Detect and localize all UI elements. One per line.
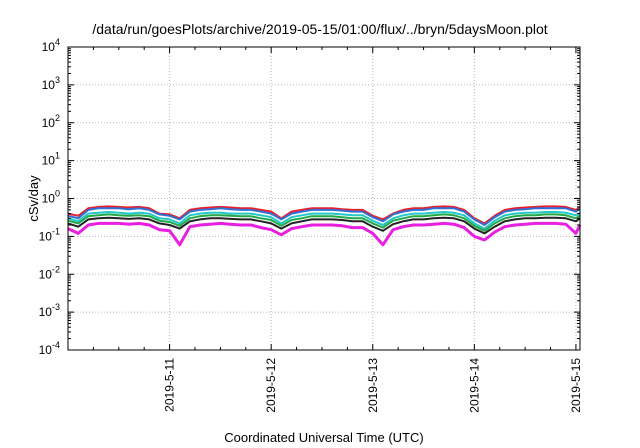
y-tick-base: 10 (39, 267, 53, 281)
y-tick-label: 100 (42, 189, 60, 206)
grid (68, 47, 580, 350)
y-tick-exponent: 0 (55, 189, 60, 199)
y-tick-label: 10-2 (39, 264, 60, 281)
y-tick-base: 10 (42, 78, 56, 92)
x-tick-label: 2019-5-14 (467, 358, 481, 413)
chart-title: /data/run/goesPlots/archive/2019-05-15/0… (92, 21, 548, 37)
x-axis: 2019-5-11 2019-5-12 2019-5-13 2019-5-14 2019… (92, 47, 583, 413)
series-line-5 (67, 216, 581, 235)
y-tick-base: 10 (39, 343, 53, 357)
y-tick-exponent: -2 (52, 264, 60, 274)
x-axis-label: Coordinated Universal Time (UTC) (224, 430, 423, 445)
y-tick-exponent: 4 (55, 37, 60, 47)
x-tick-label: 2019-5-13 (366, 358, 380, 413)
y-tick-exponent: 3 (55, 75, 60, 85)
y-tick-exponent: -3 (52, 302, 60, 312)
y-tick-base: 10 (39, 229, 53, 243)
series-line-3 (67, 211, 581, 230)
y-tick-base: 10 (42, 116, 56, 130)
x-tick-label: 2019-5-12 (264, 358, 278, 413)
series-line-4 (67, 213, 581, 232)
y-tick-base: 10 (42, 192, 56, 206)
y-tick-label: 104 (42, 37, 60, 54)
y-tick-base: 10 (39, 305, 53, 319)
series-line-1 (67, 205, 581, 225)
series-line-2 (67, 207, 581, 226)
y-tick-base: 10 (42, 40, 56, 54)
y-tick-base: 10 (42, 154, 56, 168)
y-tick-label: 10-1 (39, 226, 60, 243)
y-tick-label: 102 (42, 113, 60, 130)
y-axis-label: cSv/day (26, 175, 41, 222)
y-tick-exponent: -4 (52, 340, 60, 350)
x-tick-label: 2019-5-15 (569, 358, 583, 413)
y-tick-exponent: 1 (55, 151, 60, 161)
y-tick-label: 10-4 (39, 340, 60, 357)
y-tick-label: 103 (42, 75, 60, 92)
series-line-6 (67, 221, 582, 247)
y-tick-label: 10-3 (39, 302, 60, 319)
y-tick-exponent: -1 (52, 226, 60, 236)
x-tick-label: 2019-5-11 (163, 358, 177, 412)
y-tick-exponent: 2 (55, 113, 60, 123)
series-layer (67, 205, 582, 247)
y-tick-label: 101 (42, 151, 60, 168)
